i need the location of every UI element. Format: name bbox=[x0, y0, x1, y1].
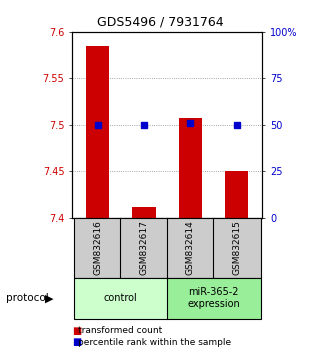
Bar bbox=[132, 207, 156, 218]
Bar bbox=[225, 171, 248, 218]
Text: GSM832614: GSM832614 bbox=[186, 221, 195, 275]
Text: transformed count: transformed count bbox=[78, 326, 163, 336]
Bar bbox=[167, 218, 214, 278]
Bar bbox=[86, 46, 109, 218]
Bar bbox=[74, 218, 121, 278]
Text: GSM832617: GSM832617 bbox=[140, 220, 148, 275]
Text: miR-365-2
expression: miR-365-2 expression bbox=[187, 287, 240, 309]
Text: ■: ■ bbox=[72, 326, 81, 336]
Text: ■: ■ bbox=[72, 337, 81, 347]
Bar bbox=[213, 218, 261, 278]
Bar bbox=[120, 218, 168, 278]
Text: GSM832615: GSM832615 bbox=[232, 220, 241, 275]
Text: percentile rank within the sample: percentile rank within the sample bbox=[78, 338, 232, 347]
Bar bbox=[74, 278, 168, 319]
Bar bbox=[179, 118, 202, 218]
Bar bbox=[167, 278, 261, 319]
Text: GDS5496 / 7931764: GDS5496 / 7931764 bbox=[97, 16, 223, 29]
Text: control: control bbox=[104, 293, 138, 303]
Text: protocol: protocol bbox=[6, 293, 49, 303]
Text: ▶: ▶ bbox=[45, 293, 54, 303]
Text: GSM832616: GSM832616 bbox=[93, 220, 102, 275]
